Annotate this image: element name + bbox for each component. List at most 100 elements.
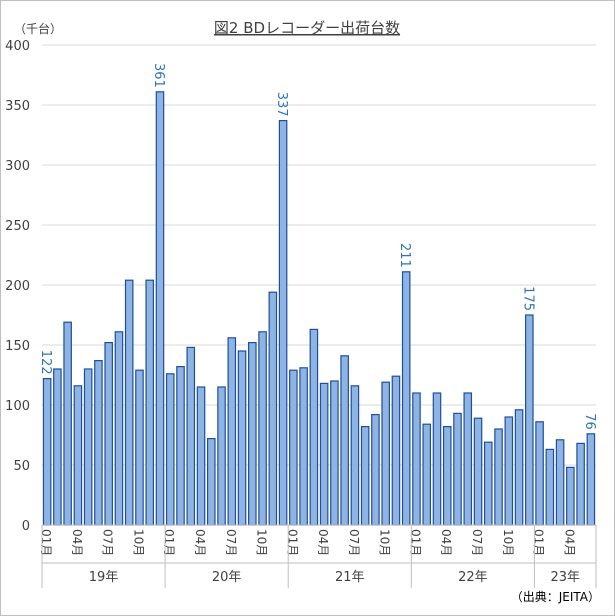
x-tick-label: 04月 bbox=[193, 529, 207, 556]
bar bbox=[155, 91, 165, 526]
bar bbox=[186, 346, 196, 526]
bar bbox=[350, 385, 360, 526]
x-tick-label: 10月 bbox=[378, 529, 392, 556]
data-label: 122 bbox=[38, 350, 53, 375]
y-tick-label: 350 bbox=[5, 99, 30, 114]
bar bbox=[340, 355, 349, 526]
bar bbox=[566, 466, 575, 526]
bar bbox=[381, 381, 390, 526]
bar bbox=[463, 392, 473, 526]
x-tick-label: 07月 bbox=[101, 529, 115, 556]
bar bbox=[422, 423, 432, 526]
data-label: 361 bbox=[151, 63, 166, 88]
year-label: 20年 bbox=[212, 570, 242, 585]
data-label: 337 bbox=[274, 92, 289, 117]
bar bbox=[206, 438, 216, 526]
bar bbox=[453, 412, 462, 526]
bar bbox=[299, 367, 308, 526]
bar bbox=[483, 441, 493, 526]
data-label: 211 bbox=[397, 243, 412, 268]
y-tick-label: 300 bbox=[5, 159, 30, 174]
bar bbox=[145, 279, 155, 526]
bar bbox=[576, 442, 585, 526]
bar bbox=[237, 350, 247, 526]
bar bbox=[525, 314, 534, 526]
grid-layer bbox=[42, 44, 596, 466]
bar bbox=[42, 378, 52, 526]
axis-layer: 0 50 100 150 200 250 300 350 400 01月 04月 07月 10月 01月 0… bbox=[5, 39, 597, 588]
x-tick-label: 10月 bbox=[501, 529, 515, 556]
bar bbox=[227, 337, 237, 526]
bar bbox=[104, 342, 113, 526]
bar bbox=[545, 448, 555, 526]
bar bbox=[289, 369, 298, 526]
year-label: 22年 bbox=[458, 570, 488, 585]
x-tick-label: 04月 bbox=[562, 529, 576, 556]
y-tick-label: 100 bbox=[5, 399, 30, 414]
bar bbox=[401, 271, 411, 526]
bars-layer bbox=[42, 91, 596, 526]
bar bbox=[432, 392, 442, 526]
source-note: （出典：JEITA） bbox=[511, 590, 600, 604]
data-labels-layer: 122 361 337 211 175 76 bbox=[38, 63, 597, 430]
x-tick-label: 10月 bbox=[255, 529, 269, 556]
bar bbox=[165, 373, 175, 526]
bar bbox=[319, 382, 329, 526]
x-tick-label: 01月 bbox=[39, 529, 53, 556]
x-tick-label: 07月 bbox=[347, 529, 361, 556]
bar bbox=[504, 416, 514, 526]
x-tick-label: 01月 bbox=[285, 529, 299, 556]
bar bbox=[53, 368, 62, 526]
bar bbox=[135, 369, 144, 526]
bar bbox=[94, 360, 103, 526]
x-tick-label: 04月 bbox=[439, 529, 453, 556]
data-label: 76 bbox=[582, 413, 597, 430]
bar bbox=[412, 392, 421, 526]
bar bbox=[494, 428, 503, 526]
bar bbox=[309, 328, 319, 526]
bar bbox=[258, 331, 267, 526]
bar bbox=[586, 433, 596, 526]
year-label: 23年 bbox=[550, 570, 580, 585]
x-tick-label: 10月 bbox=[131, 529, 145, 556]
bar bbox=[535, 421, 544, 526]
x-tick-label: 01月 bbox=[532, 529, 546, 556]
bar bbox=[73, 385, 83, 526]
x-tick-label: 07月 bbox=[470, 529, 484, 556]
bar bbox=[473, 417, 483, 526]
bar bbox=[360, 426, 370, 526]
x-tick-label: 04月 bbox=[70, 529, 84, 556]
bar bbox=[196, 386, 206, 526]
bar bbox=[514, 409, 524, 526]
x-tick-label: 01月 bbox=[162, 529, 176, 556]
year-label: 21年 bbox=[335, 570, 365, 585]
y-tick-label: 0 bbox=[22, 519, 30, 534]
bar bbox=[330, 380, 339, 526]
y-tick-label: 400 bbox=[5, 39, 30, 54]
bar bbox=[371, 414, 380, 526]
y-tick-label: 50 bbox=[13, 459, 30, 474]
bar bbox=[124, 279, 134, 526]
bar bbox=[391, 375, 401, 526]
bar bbox=[83, 368, 93, 526]
bar bbox=[278, 119, 288, 526]
bar bbox=[114, 331, 124, 526]
bar bbox=[442, 426, 452, 526]
data-label: 175 bbox=[520, 286, 535, 311]
bar bbox=[176, 366, 185, 526]
y-tick-label: 250 bbox=[5, 219, 30, 234]
y-tick-label: 200 bbox=[5, 279, 30, 294]
x-tick-label: 04月 bbox=[316, 529, 330, 556]
y-axis-unit-label: （千台） bbox=[14, 21, 62, 36]
bar bbox=[63, 321, 72, 526]
y-tick-label: 150 bbox=[5, 339, 30, 354]
bar bbox=[248, 342, 257, 526]
bar bbox=[555, 439, 565, 526]
bar bbox=[268, 291, 278, 526]
x-tick-label: 01月 bbox=[408, 529, 422, 556]
chart-title: 図2 BDレコーダー出荷台数 bbox=[214, 19, 400, 37]
year-label: 19年 bbox=[89, 570, 119, 585]
bar bbox=[217, 386, 226, 526]
x-tick-label: 07月 bbox=[224, 529, 238, 556]
